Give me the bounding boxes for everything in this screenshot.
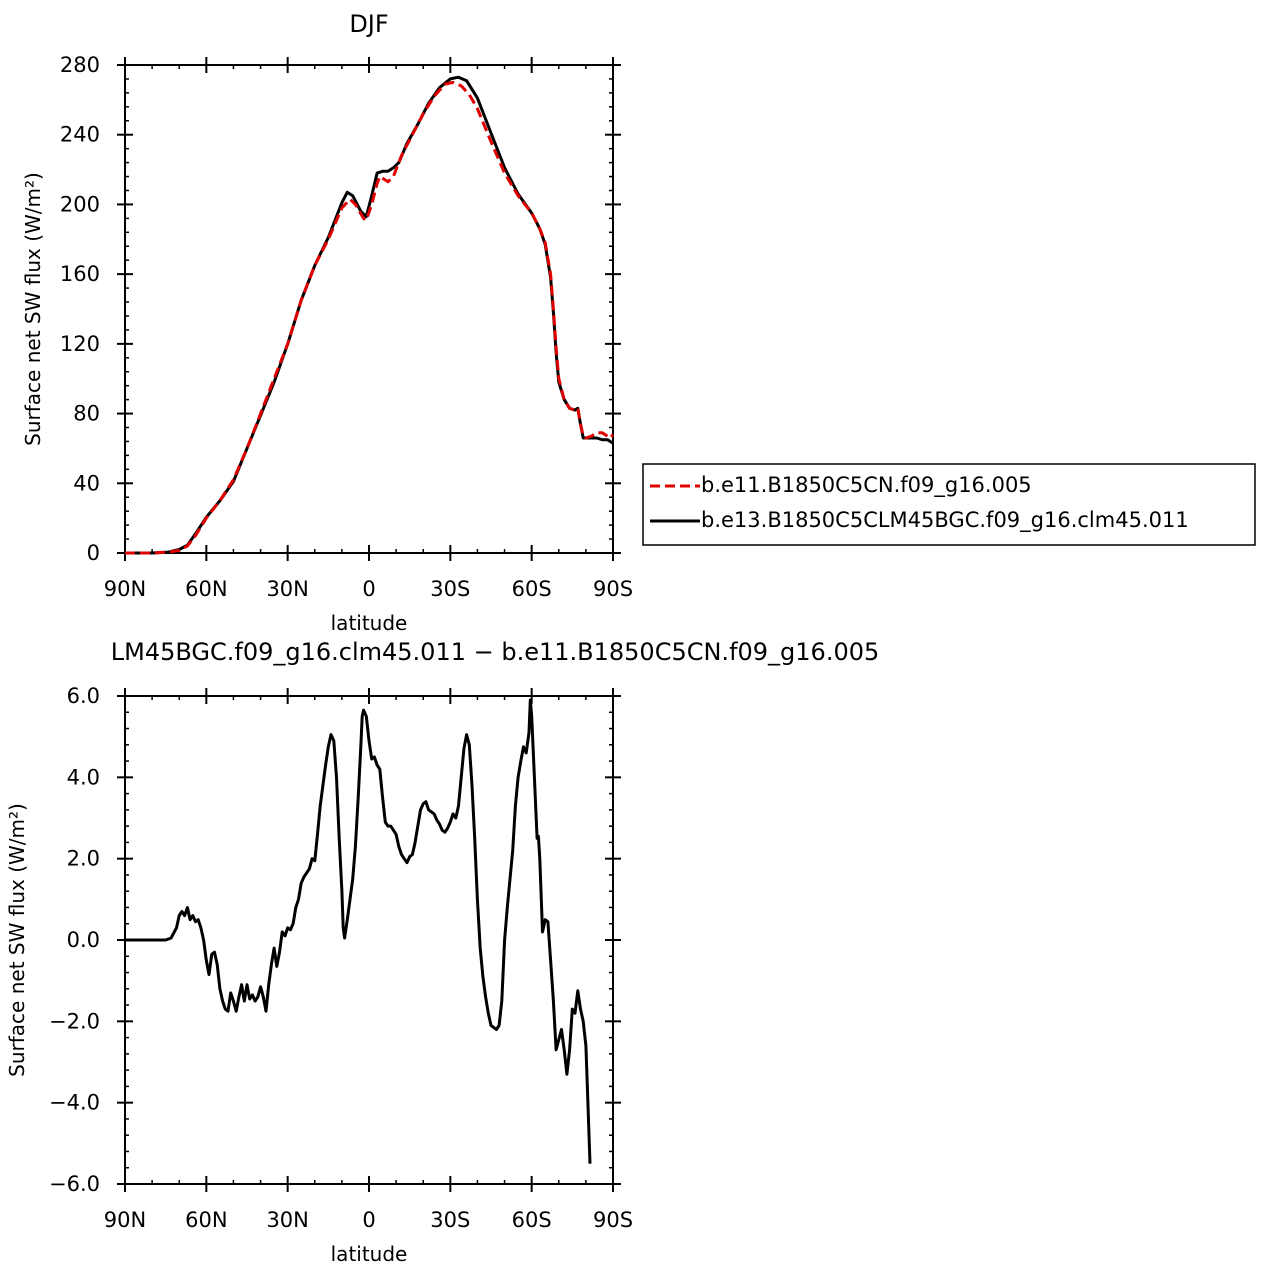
top-series-line-1: [125, 80, 615, 555]
bottom-chart-frame: [124, 695, 614, 1185]
top-chart-frame: [124, 64, 614, 554]
top-y-tick-label: 80: [73, 402, 100, 426]
bottom-x-tick-label: 60N: [185, 1208, 227, 1232]
bottom-x-tick-label: 90S: [593, 1208, 633, 1232]
legend: b.e11.B1850C5CN.f09_g16.005 b.e13.B1850C…: [642, 463, 1256, 546]
bottom-y-tick-label: −6.0: [49, 1172, 100, 1196]
bottom-y-tick-label: 0.0: [67, 928, 100, 952]
bottom-y-tick-label: −2.0: [49, 1009, 100, 1033]
bottom-x-tick-label: 30N: [266, 1208, 308, 1232]
top-chart-title: DJF: [349, 10, 388, 38]
legend-box: [642, 463, 1256, 546]
top-chart-ylabel: Surface net SW flux (W/m²): [21, 172, 45, 446]
top-y-tick-label: 240: [60, 123, 100, 147]
top-x-tick-label: 30S: [430, 577, 470, 601]
bottom-series-line-1: [125, 698, 592, 1164]
top-x-tick-label: 90S: [593, 577, 633, 601]
top-y-tick-label: 280: [60, 53, 100, 77]
bottom-x-tick-label: 90N: [104, 1208, 146, 1232]
bottom-y-tick-label: 2.0: [67, 847, 100, 871]
top-y-tick-label: 0: [87, 541, 100, 565]
bottom-chart-ylabel: Surface net SW flux (W/m²): [5, 803, 29, 1077]
top-x-tick-label: 90N: [104, 577, 146, 601]
top-chart-xlabel: latitude: [331, 611, 408, 635]
top-x-tick-label: 60S: [512, 577, 552, 601]
bottom-x-tick-label: 30S: [430, 1208, 470, 1232]
bottom-chart-panel: LM45BGC.f09_g16.clm45.011 − b.e11.B1850C…: [5, 638, 879, 1266]
bottom-x-tick-label: 0: [362, 1208, 375, 1232]
bottom-x-tick-label: 60S: [512, 1208, 552, 1232]
top-y-tick-label: 160: [60, 262, 100, 286]
bottom-y-tick-label: 6.0: [67, 684, 100, 708]
bottom-y-tick-label: −4.0: [49, 1091, 100, 1115]
top-x-tick-label: 0: [362, 577, 375, 601]
top-y-tick-label: 200: [60, 192, 100, 216]
legend-label-series-2: b.e13.B1850C5CLM45BGC.f09_g16.clm45.011: [701, 508, 1189, 533]
top-y-tick-label: 120: [60, 332, 100, 356]
top-x-tick-label: 30N: [266, 577, 308, 601]
top-x-tick-label: 60N: [185, 577, 227, 601]
bottom-chart-title: LM45BGC.f09_g16.clm45.011 − b.e11.B1850C…: [111, 638, 880, 666]
bottom-chart-xlabel: latitude: [331, 1242, 408, 1266]
bottom-y-tick-label: 4.0: [67, 765, 100, 789]
top-y-tick-label: 40: [73, 471, 100, 495]
top-chart-panel: DJF 90N 60N 30N 0 30S 60S 90S 0 40 80 120 160 200 240…: [21, 10, 633, 635]
legend-label-series-1: b.e11.B1850C5CN.f09_g16.005: [701, 473, 1032, 498]
top-series-line-2: [125, 75, 614, 555]
